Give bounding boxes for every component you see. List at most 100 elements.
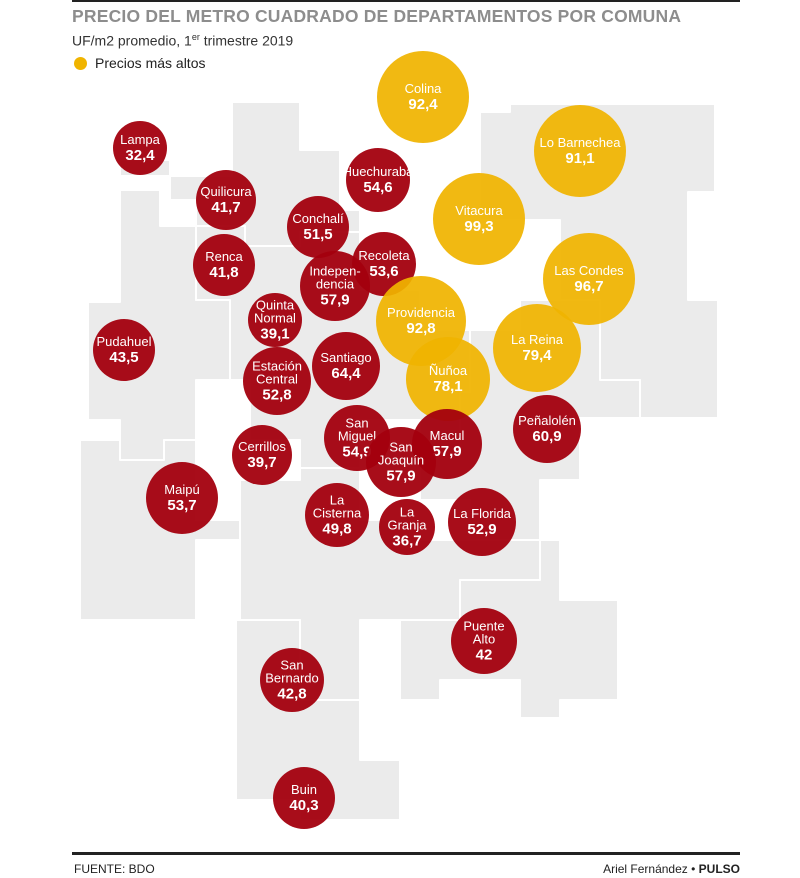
- top-rule: [72, 0, 740, 2]
- subtitle-superscript: er: [191, 32, 200, 42]
- commune-name: Ñuñoa: [429, 363, 468, 378]
- commune-value: 96,7: [574, 278, 603, 295]
- commune-value: 60,9: [532, 428, 561, 445]
- bubble-circle: [366, 427, 436, 497]
- commune-name: Maipú: [164, 482, 199, 497]
- credit-author: Ariel Fernández: [603, 862, 688, 876]
- bubble-circle: [243, 347, 311, 415]
- bubble-circle: [305, 483, 369, 547]
- bubble-circle: [377, 51, 469, 143]
- commune-name: Estación: [252, 359, 302, 374]
- commune-name: Quilicura: [200, 184, 252, 199]
- commune-name: Cisterna: [313, 506, 362, 521]
- bubble-circle: [346, 148, 410, 212]
- bubble-circle: [300, 251, 370, 321]
- commune-value: 32,4: [125, 147, 155, 164]
- bubble-circle: [406, 337, 490, 421]
- commune-name: Huechuraba: [343, 164, 415, 179]
- bubble-circle: [493, 304, 581, 392]
- commune-value: 54,6: [363, 179, 392, 196]
- commune-value: 57,9: [386, 468, 415, 485]
- commune-value: 91,1: [565, 150, 594, 167]
- commune-name: Lo Barnechea: [540, 135, 622, 150]
- commune-name: Joaquín: [378, 453, 424, 468]
- commune-value: 79,4: [522, 347, 552, 364]
- commune-name: Bernardo: [265, 671, 318, 686]
- bubble-circle: [534, 105, 626, 197]
- commune-value: 42,8: [277, 686, 306, 703]
- commune-value: 40,3: [289, 797, 318, 814]
- commune-name: Recoleta: [358, 248, 410, 263]
- commune-name: Santiago: [320, 350, 371, 365]
- commune-value: 92,8: [406, 320, 435, 337]
- chart-subtitle: UF/m2 promedio, 1er trimestre 2019: [72, 32, 293, 49]
- commune-name: Colina: [405, 81, 443, 96]
- bubble-circle: [260, 648, 324, 712]
- bubble-circle: [379, 499, 435, 555]
- commune-value: 41,7: [211, 199, 240, 216]
- commune-name: La Reina: [511, 332, 564, 347]
- commune-name: Cerrillos: [238, 439, 286, 454]
- credit-outlet: PULSO: [698, 862, 740, 876]
- bubble-circle: [543, 233, 635, 325]
- legend-swatch-icon: [74, 56, 87, 70]
- commune-name: Puente: [463, 619, 504, 634]
- chart-title: PRECIO DEL METRO CUADRADO DE DEPARTAMENT…: [72, 6, 682, 26]
- commune-value: 57,9: [432, 443, 461, 460]
- bubble-circle: [513, 395, 581, 463]
- commune-name: La Florida: [453, 506, 512, 521]
- commune-value: 36,7: [392, 533, 421, 550]
- commune-value: 39,7: [247, 454, 276, 471]
- commune-name: Renca: [205, 249, 243, 264]
- bubble-circle: [433, 173, 525, 265]
- commune-name: Lampa: [120, 132, 161, 147]
- bubble-circle: [287, 196, 349, 258]
- source-note: FUENTE: BDO: [74, 862, 155, 876]
- commune-value: 54,9: [342, 444, 371, 461]
- commune-name: Granja: [387, 518, 427, 533]
- commune-name: San: [280, 658, 303, 673]
- bubble-circle: [196, 170, 256, 230]
- region-southwest: [79, 439, 241, 621]
- bubble-circle: [193, 234, 255, 296]
- bubble-circle: [113, 121, 167, 175]
- bubble-circle: [448, 488, 516, 556]
- legend-label: Precios más altos: [95, 55, 206, 71]
- commune-name: San: [389, 440, 412, 455]
- commune-name: Miguel: [338, 429, 376, 444]
- bottom-rule: [72, 852, 740, 855]
- commune-name: Providencia: [387, 305, 456, 320]
- commune-name: Indepen-: [309, 264, 360, 279]
- commune-value: 92,4: [408, 96, 438, 113]
- subtitle-tail: trimestre 2019: [199, 32, 294, 49]
- commune-value: 51,5: [303, 226, 332, 243]
- commune-value: 53,6: [369, 263, 398, 280]
- bubble-circle: [451, 608, 517, 674]
- bubble-circle: [312, 332, 380, 400]
- commune-name: Peñalolén: [518, 413, 576, 428]
- commune-name: Vitacura: [455, 203, 503, 218]
- credit-separator: •: [687, 862, 699, 876]
